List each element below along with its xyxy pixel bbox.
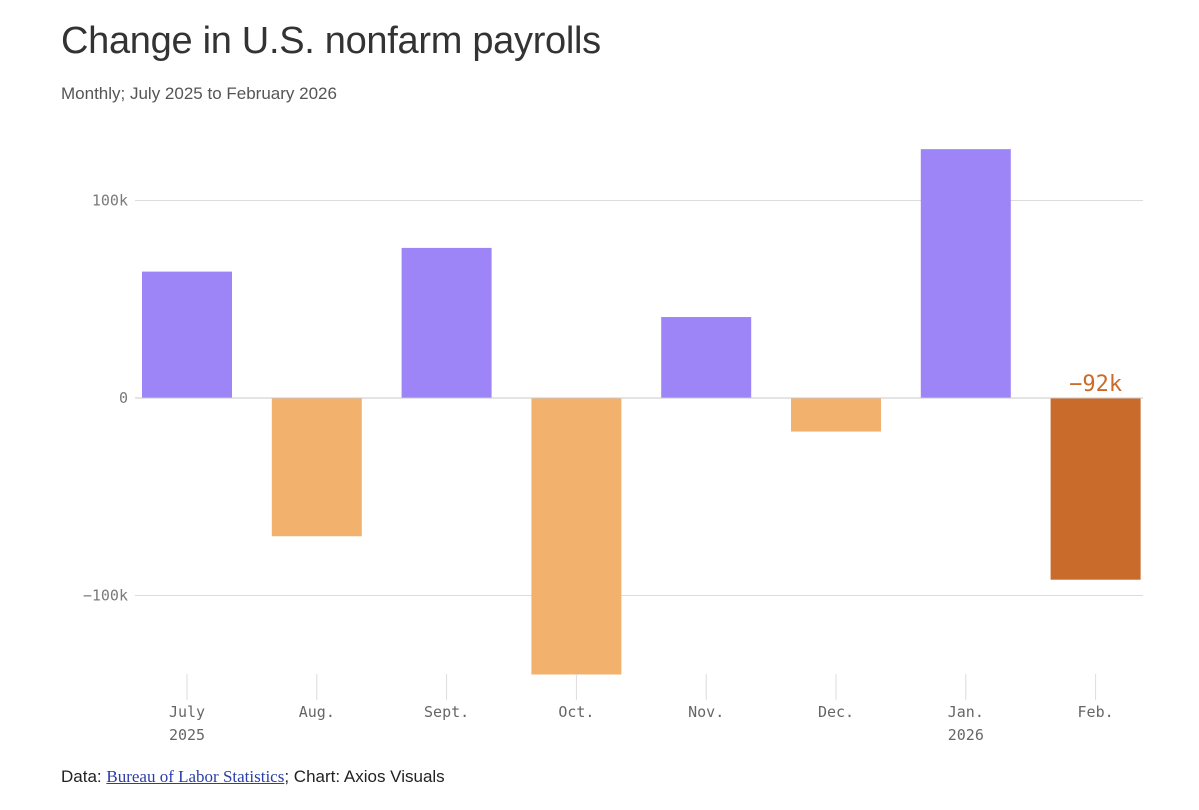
source-link[interactable]: Bureau of Labor Statistics <box>106 767 285 786</box>
footer-prefix: Data: <box>61 767 107 786</box>
x-tick-sublabel: 2026 <box>948 726 984 744</box>
x-axis <box>135 397 1143 700</box>
bar-jan <box>920 149 1011 398</box>
chart-title: Change in U.S. nonfarm payrolls <box>61 20 601 62</box>
bar-oct <box>531 398 622 675</box>
x-tick-label: July <box>169 703 205 721</box>
chart-footer: Data: Bureau of Labor Statistics; Chart:… <box>61 767 445 787</box>
y-tick-label: 100k <box>92 192 128 210</box>
data-label-annotation: −92k <box>1069 372 1122 397</box>
bar-dec <box>791 398 881 432</box>
footer-suffix: ; Chart: Axios Visuals <box>284 767 445 786</box>
labels: 100k 0 −100k July 2025 Aug. Sept. Oct. Nov. Dec. J… <box>83 192 1122 745</box>
x-tick-label: Dec. <box>818 703 854 721</box>
bars <box>142 149 1141 675</box>
x-tick-label: Nov. <box>688 703 724 721</box>
x-tick-sublabel: 2025 <box>169 726 205 744</box>
bar-nov <box>661 317 752 398</box>
x-tick-label: Oct. <box>558 703 594 721</box>
x-tick-label: Aug. <box>299 703 335 721</box>
bar-feb <box>1050 398 1141 580</box>
y-tick-label: −100k <box>83 587 128 605</box>
bar-sept <box>401 247 492 398</box>
x-tick-label: Jan. <box>948 703 984 721</box>
y-tick-label: 0 <box>119 389 128 407</box>
x-tick-label: Sept. <box>424 703 469 721</box>
bar-july <box>142 271 232 398</box>
bar-aug <box>271 398 362 537</box>
x-tick-label: Feb. <box>1078 703 1114 721</box>
chart-subtitle: Monthly; July 2025 to February 2026 <box>61 84 337 103</box>
